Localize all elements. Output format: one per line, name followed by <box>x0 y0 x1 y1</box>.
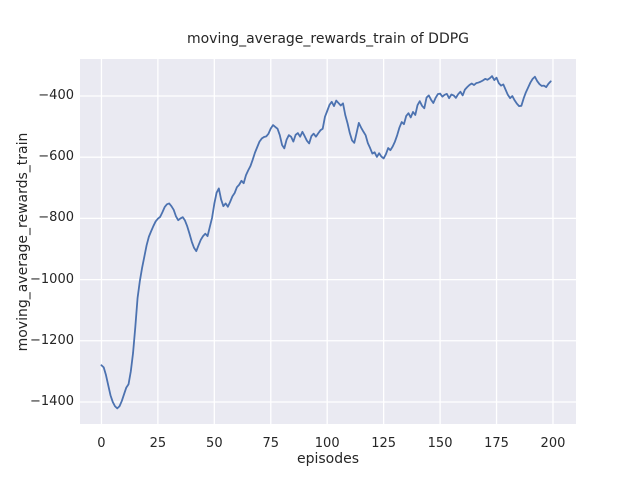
y-axis-label: moving_average_rewards_train <box>15 132 31 352</box>
y-tick-label: −1400 <box>30 393 74 409</box>
y-tick-label: −1000 <box>30 271 74 287</box>
x-tick-label: 0 <box>97 436 106 451</box>
gridlines <box>80 59 576 424</box>
y-tick-label: −600 <box>38 149 74 165</box>
y-tick-label: −400 <box>38 88 74 104</box>
x-tick-label: 125 <box>371 436 397 451</box>
x-tick-label: 150 <box>427 436 453 451</box>
x-axis-label: episodes <box>296 451 360 467</box>
x-tick-label: 50 <box>206 436 223 451</box>
reward-line <box>100 75 552 410</box>
x-tick-label: 175 <box>484 436 509 451</box>
chart-title: moving_average_rewards_train of DDPG <box>186 31 470 47</box>
x-tick-label: 100 <box>314 436 340 451</box>
x-tick-label: 200 <box>540 436 566 451</box>
plot-area <box>80 59 576 424</box>
y-tick-label: −800 <box>38 210 74 226</box>
line-chart <box>80 59 576 424</box>
y-tick-label: −1200 <box>30 332 74 348</box>
x-tick-label: 25 <box>149 436 167 451</box>
x-tick-label: 75 <box>262 436 280 451</box>
